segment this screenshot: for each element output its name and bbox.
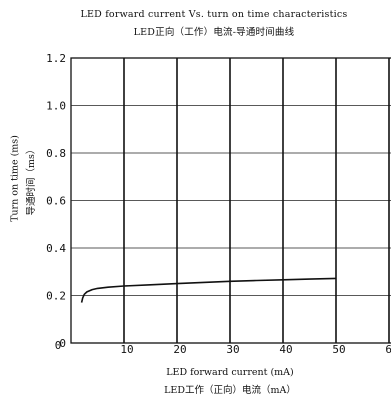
x-tick-label: 40 [279,343,292,356]
x-tick-label: 30 [226,343,239,356]
y-tick-label: 0.8 [46,147,66,160]
chart-title: LED forward current Vs. turn on time cha… [80,9,348,20]
x-tick-label: 50 [332,343,345,356]
y-tick-label: 0.4 [46,242,66,255]
y-tick-label: 1.0 [46,100,66,113]
y-tick-label: 0.6 [46,195,66,208]
x-tick-label: 10 [120,343,133,356]
x-origin-label: 0 [55,339,62,352]
y-tick-label: 1.2 [46,52,66,65]
x-tick-label: 60 [385,343,391,356]
y-tick-label: 0 [59,337,66,350]
chart-subtitle: LED正向（工作）电流-导通时间曲线 [133,27,295,38]
y-axis-label-cn: 导通时间（ms） [26,144,37,216]
x-axis-label: LED forward current (mA) [166,367,294,378]
x-tick-label: 20 [173,343,186,356]
x-axis-label-cn: LED工作（正向）电流（mA） [164,385,296,396]
y-tick-label: 0.2 [46,290,66,303]
y-axis-label: Turn on time (ms) [9,135,21,222]
series-line [80,277,337,303]
